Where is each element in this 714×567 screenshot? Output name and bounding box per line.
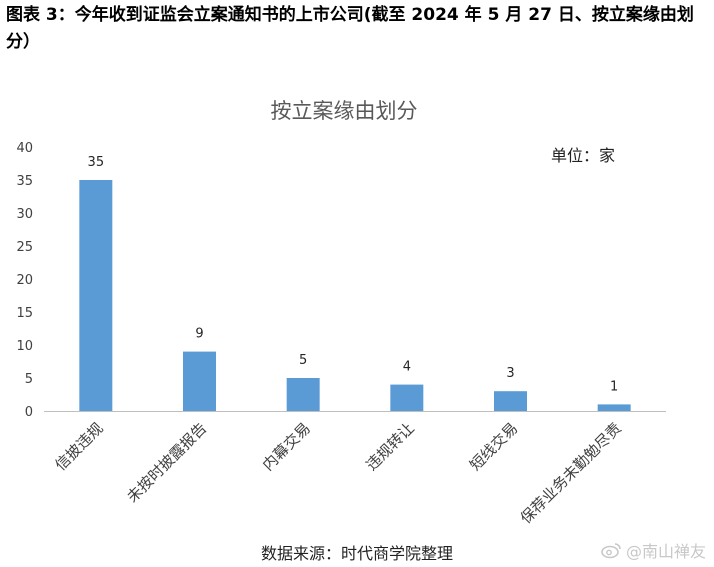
y-tick-label: 10 [16, 339, 33, 354]
watermark: @南山禅友 [600, 538, 706, 562]
bar [494, 391, 527, 411]
bar [390, 384, 424, 411]
x-tick-label: 信披违规 [51, 419, 106, 474]
y-tick-label: 20 [16, 273, 33, 288]
bar [597, 404, 631, 411]
y-tick-labels: 0 5 10 15 20 25 30 35 40 [16, 141, 33, 420]
x-tick-label: 未按时披露报告 [123, 419, 210, 506]
y-tick-label: 25 [16, 240, 33, 255]
y-tick-label: 0 [25, 405, 33, 420]
figure-title: 图表 3：今年收到证监会立案通知书的上市公司(截至 2024 年 5 月 27 … [6, 5, 694, 52]
watermark-text: @南山禅友 [625, 542, 706, 561]
data-label: 35 [88, 155, 105, 170]
x-tick-label: 违规转让 [362, 419, 417, 474]
unit-note: 单位：家 [551, 146, 615, 165]
chart-title: 按立案缘由划分 [271, 99, 418, 123]
data-label: 9 [195, 327, 203, 342]
bar [183, 351, 216, 411]
data-label: 3 [506, 366, 514, 381]
bars [79, 180, 631, 411]
x-tick-label: 保荐业务未勤勉尽责 [517, 419, 625, 527]
x-tick-label: 内幕交易 [259, 419, 314, 474]
y-tick-label: 35 [16, 174, 33, 189]
weibo-logo-icon [601, 543, 621, 559]
data-label: 1 [610, 379, 618, 394]
y-tick-label: 40 [16, 141, 33, 156]
data-labels: 35 9 5 4 3 1 [88, 155, 619, 394]
data-label: 5 [299, 353, 307, 368]
y-tick-label: 5 [25, 372, 33, 387]
source-note: 数据来源：时代商学院整理 [260, 544, 453, 563]
y-tick-label: 15 [16, 306, 33, 321]
data-label: 4 [403, 360, 411, 375]
bar [79, 180, 113, 411]
x-tick-label: 短线交易 [466, 419, 521, 474]
bar [286, 378, 320, 411]
y-tick-label: 30 [16, 207, 33, 222]
